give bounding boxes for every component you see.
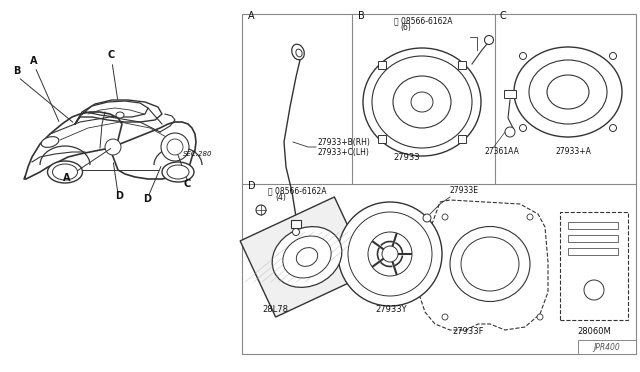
Ellipse shape: [283, 236, 331, 278]
Text: 27933E: 27933E: [450, 186, 479, 195]
Text: 27933Y: 27933Y: [375, 305, 406, 314]
Circle shape: [423, 214, 431, 222]
Circle shape: [505, 127, 515, 137]
Ellipse shape: [167, 165, 189, 179]
Bar: [504, 90, 516, 98]
Text: D: D: [143, 194, 151, 204]
Circle shape: [338, 202, 442, 306]
Circle shape: [520, 125, 527, 131]
Ellipse shape: [411, 92, 433, 112]
Text: Ⓢ 08566-6162A: Ⓢ 08566-6162A: [394, 16, 452, 25]
Bar: [458, 135, 467, 143]
Bar: [568, 235, 618, 242]
Text: (6): (6): [400, 23, 411, 32]
Text: D: D: [248, 181, 255, 191]
Text: 28L78: 28L78: [262, 305, 288, 314]
Polygon shape: [418, 200, 548, 330]
Ellipse shape: [296, 49, 302, 57]
Ellipse shape: [47, 161, 83, 183]
Text: C: C: [108, 50, 115, 60]
Ellipse shape: [547, 75, 589, 109]
Circle shape: [382, 246, 398, 262]
Ellipse shape: [393, 76, 451, 128]
Circle shape: [442, 214, 448, 220]
Ellipse shape: [116, 112, 124, 118]
Ellipse shape: [292, 44, 304, 60]
Ellipse shape: [41, 137, 59, 147]
Ellipse shape: [363, 48, 481, 156]
Ellipse shape: [52, 164, 77, 180]
Bar: [568, 248, 618, 255]
Text: 27933: 27933: [394, 153, 420, 162]
Text: Ⓢ 08566-6162A: Ⓢ 08566-6162A: [268, 186, 326, 195]
Bar: [378, 135, 386, 143]
Text: B: B: [13, 66, 20, 76]
Bar: [578, 340, 636, 354]
Text: 27933+C(LH): 27933+C(LH): [318, 148, 370, 157]
Polygon shape: [240, 197, 370, 317]
Circle shape: [442, 314, 448, 320]
Circle shape: [609, 125, 616, 131]
Circle shape: [609, 52, 616, 60]
Text: C: C: [184, 179, 191, 189]
Text: 27361AA: 27361AA: [484, 147, 520, 156]
Text: B: B: [358, 11, 365, 21]
Bar: [378, 61, 386, 69]
Circle shape: [167, 139, 183, 155]
Circle shape: [537, 314, 543, 320]
Bar: [568, 222, 618, 229]
Circle shape: [584, 280, 604, 300]
Text: (4): (4): [275, 193, 286, 202]
Circle shape: [256, 205, 266, 215]
Ellipse shape: [272, 227, 342, 287]
Text: D: D: [115, 191, 123, 201]
Bar: [560, 212, 628, 320]
Text: A: A: [30, 56, 38, 66]
Circle shape: [105, 139, 121, 155]
Text: SEC.280: SEC.280: [183, 151, 212, 157]
Ellipse shape: [450, 227, 530, 301]
Bar: [242, 14, 636, 354]
Circle shape: [484, 35, 493, 45]
Text: 27933F: 27933F: [452, 327, 484, 336]
Text: 27933+A: 27933+A: [555, 147, 591, 156]
Circle shape: [161, 133, 189, 161]
Ellipse shape: [372, 56, 472, 148]
Bar: [458, 61, 467, 69]
Circle shape: [368, 232, 412, 276]
Ellipse shape: [162, 162, 194, 182]
Ellipse shape: [514, 47, 622, 137]
Circle shape: [348, 212, 432, 296]
Text: A: A: [248, 11, 255, 21]
Text: 27933+B(RH): 27933+B(RH): [318, 138, 371, 148]
Ellipse shape: [461, 237, 519, 291]
Bar: [291, 220, 301, 228]
Text: 28060M: 28060M: [577, 327, 611, 336]
Ellipse shape: [529, 60, 607, 124]
Circle shape: [292, 228, 300, 235]
Circle shape: [527, 214, 533, 220]
Text: C: C: [500, 11, 507, 21]
Circle shape: [520, 52, 527, 60]
Text: A: A: [63, 173, 70, 183]
Ellipse shape: [296, 248, 317, 266]
Text: JPR400: JPR400: [594, 343, 620, 353]
